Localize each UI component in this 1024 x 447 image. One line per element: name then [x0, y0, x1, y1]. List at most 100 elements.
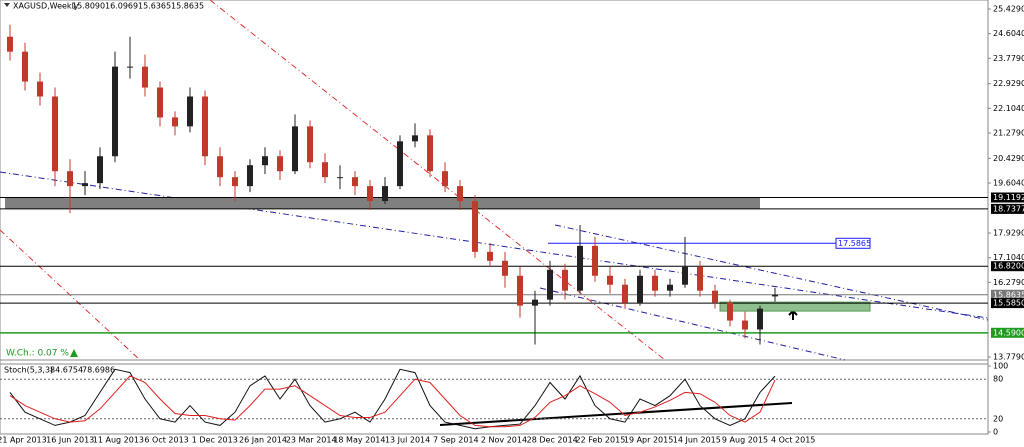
candle-body — [277, 156, 283, 172]
plot-frame — [0, 0, 989, 435]
y-tick-label: 20.4290 — [993, 154, 1024, 163]
candle-body — [622, 284, 628, 303]
y-tick-label: 25.4290 — [993, 4, 1024, 13]
candle-body — [67, 171, 73, 187]
x-tick-label: 18 May 2014 — [333, 436, 385, 445]
candle-body — [217, 156, 223, 178]
x-tick-label: 22 Feb 2015 — [576, 436, 626, 445]
candle-body — [532, 299, 538, 306]
candle-body — [232, 177, 238, 187]
candle-body — [502, 260, 508, 276]
level-label: 19.1192 — [993, 193, 1024, 202]
candle-body — [322, 162, 328, 178]
stoch-tick-label: 100 — [993, 362, 1008, 371]
ohlc-value: 16.0969 — [105, 2, 138, 11]
stoch-line — [9, 368, 776, 430]
candle-body — [592, 245, 598, 276]
y-tick-label: 17.9290 — [993, 229, 1024, 238]
channel-line — [0, 171, 989, 319]
level-label: 16.8200 — [993, 262, 1024, 271]
candle-body — [457, 186, 463, 202]
candle-body — [382, 186, 388, 202]
level-label-box — [991, 327, 1024, 338]
candle-body — [202, 96, 208, 157]
arrow-icon — [70, 349, 78, 357]
stoch-d-value: 78.6986 — [82, 366, 115, 375]
candle-body — [757, 308, 763, 330]
x-tick-label: 6 Oct 2013 — [144, 436, 188, 445]
x-tick-label: 26 Jan 2014 — [239, 436, 287, 445]
x-tick-label: 14 Jun 2015 — [673, 436, 721, 445]
level-label-box — [835, 237, 871, 249]
stoch-tick-label: 0 — [993, 428, 998, 437]
candle-body — [337, 177, 343, 179]
stoch-tick-label: 80 — [993, 375, 1003, 384]
candle-body — [172, 117, 178, 127]
candle-body — [112, 66, 118, 157]
level-label-box — [991, 192, 1024, 203]
channel-line — [554, 224, 989, 321]
x-tick-label: 19 Apr 2015 — [624, 436, 673, 445]
level-label-box — [991, 203, 1024, 214]
x-tick-label: 16 Jun 2013 — [46, 436, 94, 445]
candle-body — [7, 36, 13, 52]
y-tick-label: 21.2790 — [993, 128, 1024, 137]
candle-body — [22, 51, 28, 82]
candle-body — [637, 275, 643, 303]
y-tick-label: 22.1040 — [993, 104, 1024, 113]
candle-body — [682, 266, 688, 285]
y-tick-label: 24.6040 — [993, 29, 1024, 38]
x-tick-label: 2 Nov 2014 — [481, 436, 527, 445]
candle-body — [667, 284, 673, 291]
y-tick-label: 13.7790 — [993, 353, 1024, 362]
support-zone — [719, 301, 871, 312]
channel-line — [209, 0, 666, 361]
candle-body — [157, 87, 163, 118]
stoch-trendline — [439, 402, 793, 426]
ohlc-header: 15.8090 16.0969 15.6365 15.8635 — [72, 2, 204, 11]
candle-body — [352, 177, 358, 187]
x-tick-label: 1 Dec 2013 — [192, 436, 238, 445]
y-tick-label: 22.9290 — [993, 79, 1024, 88]
x-tick-label: 28 Dec 2014 — [527, 436, 578, 445]
x-tick-label: 11 Aug 2013 — [93, 436, 144, 445]
stoch-tick-label: 20 — [993, 414, 1003, 423]
candle-body — [187, 96, 193, 127]
candle-body — [562, 269, 568, 291]
candle-body — [82, 183, 88, 187]
x-tick-label: 13 Jul 2014 — [385, 436, 430, 445]
x-tick-label: 7 Sep 2014 — [433, 436, 479, 445]
stoch-k-value: 84.6754 — [50, 366, 83, 375]
level-label: 18.7377 — [993, 204, 1024, 213]
channel-line — [539, 287, 846, 361]
y-tick-label: 17.1040 — [993, 253, 1024, 262]
level-label-box — [991, 261, 1024, 272]
candle-body — [397, 141, 403, 187]
y-tick-label: 23.7790 — [993, 54, 1024, 63]
candle-body — [577, 245, 583, 291]
candle-body — [487, 251, 493, 261]
symbol: XAGUSD,Weekly — [13, 2, 79, 11]
level-label: 15.8635 — [993, 290, 1024, 299]
x-tick-label: 9 Aug 2015 — [722, 436, 768, 445]
level-label: 15.5850 — [993, 299, 1024, 308]
candle-body — [472, 201, 478, 252]
ohlc-value: 15.8635 — [171, 2, 204, 11]
candle-body — [517, 275, 523, 306]
level-label: 14.5900 — [993, 328, 1024, 337]
candle-body — [52, 96, 58, 172]
level-label-box — [991, 298, 1024, 309]
candle-body — [97, 156, 103, 184]
level-label: 17.5865 — [838, 239, 871, 248]
ohlc-value: 15.8090 — [72, 2, 105, 11]
candle-body — [442, 171, 448, 187]
y-tick-label: 19.6040 — [993, 179, 1024, 188]
candle-body — [727, 302, 733, 321]
candle-body — [412, 135, 418, 142]
candle-body — [127, 66, 133, 68]
candle-body — [37, 81, 43, 97]
stoch-title: Stoch(5,3,3) — [4, 366, 53, 375]
candle-body — [427, 135, 433, 172]
stoch-line — [9, 375, 776, 428]
